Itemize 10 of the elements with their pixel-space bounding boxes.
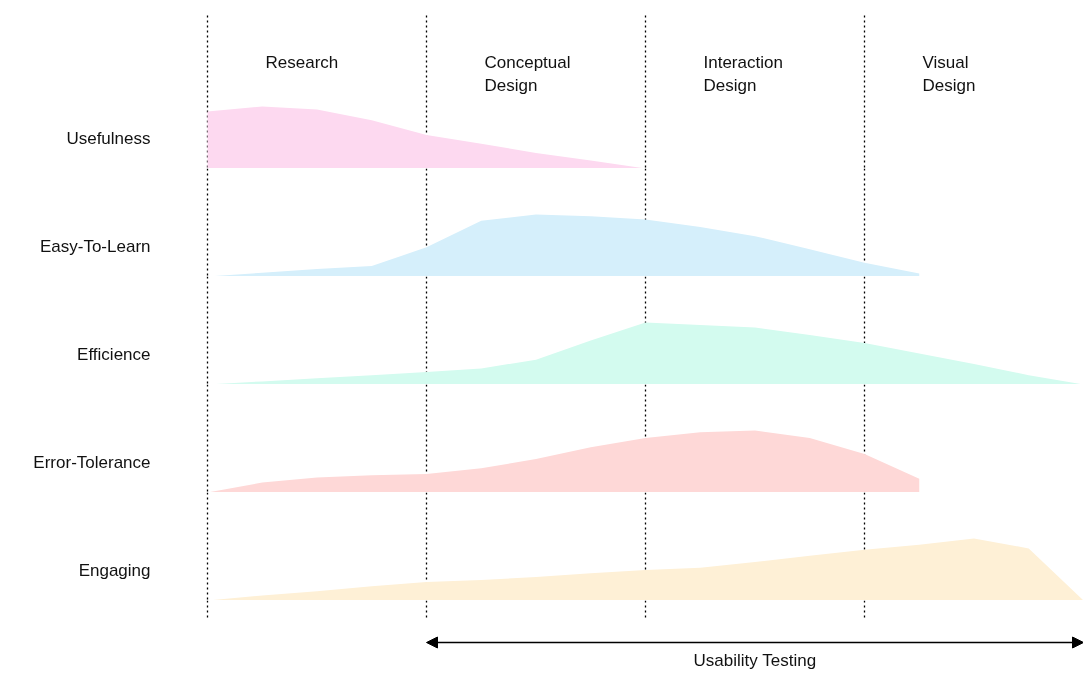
text: Usability Testing [693,650,817,670]
y-axis-title: Efficience [77,345,151,364]
text: Research [265,52,339,72]
text: Conceptual Design [484,52,571,96]
y-axis-title: Engaging [78,561,151,580]
y-axis-title: Usefulness [66,129,151,148]
y-axis-title: Error-Tolerance [33,453,151,472]
y-axis-title: Easy-To-Learn [39,237,151,256]
text: Visual Design [922,52,976,96]
text: Interaction Design [703,52,783,96]
